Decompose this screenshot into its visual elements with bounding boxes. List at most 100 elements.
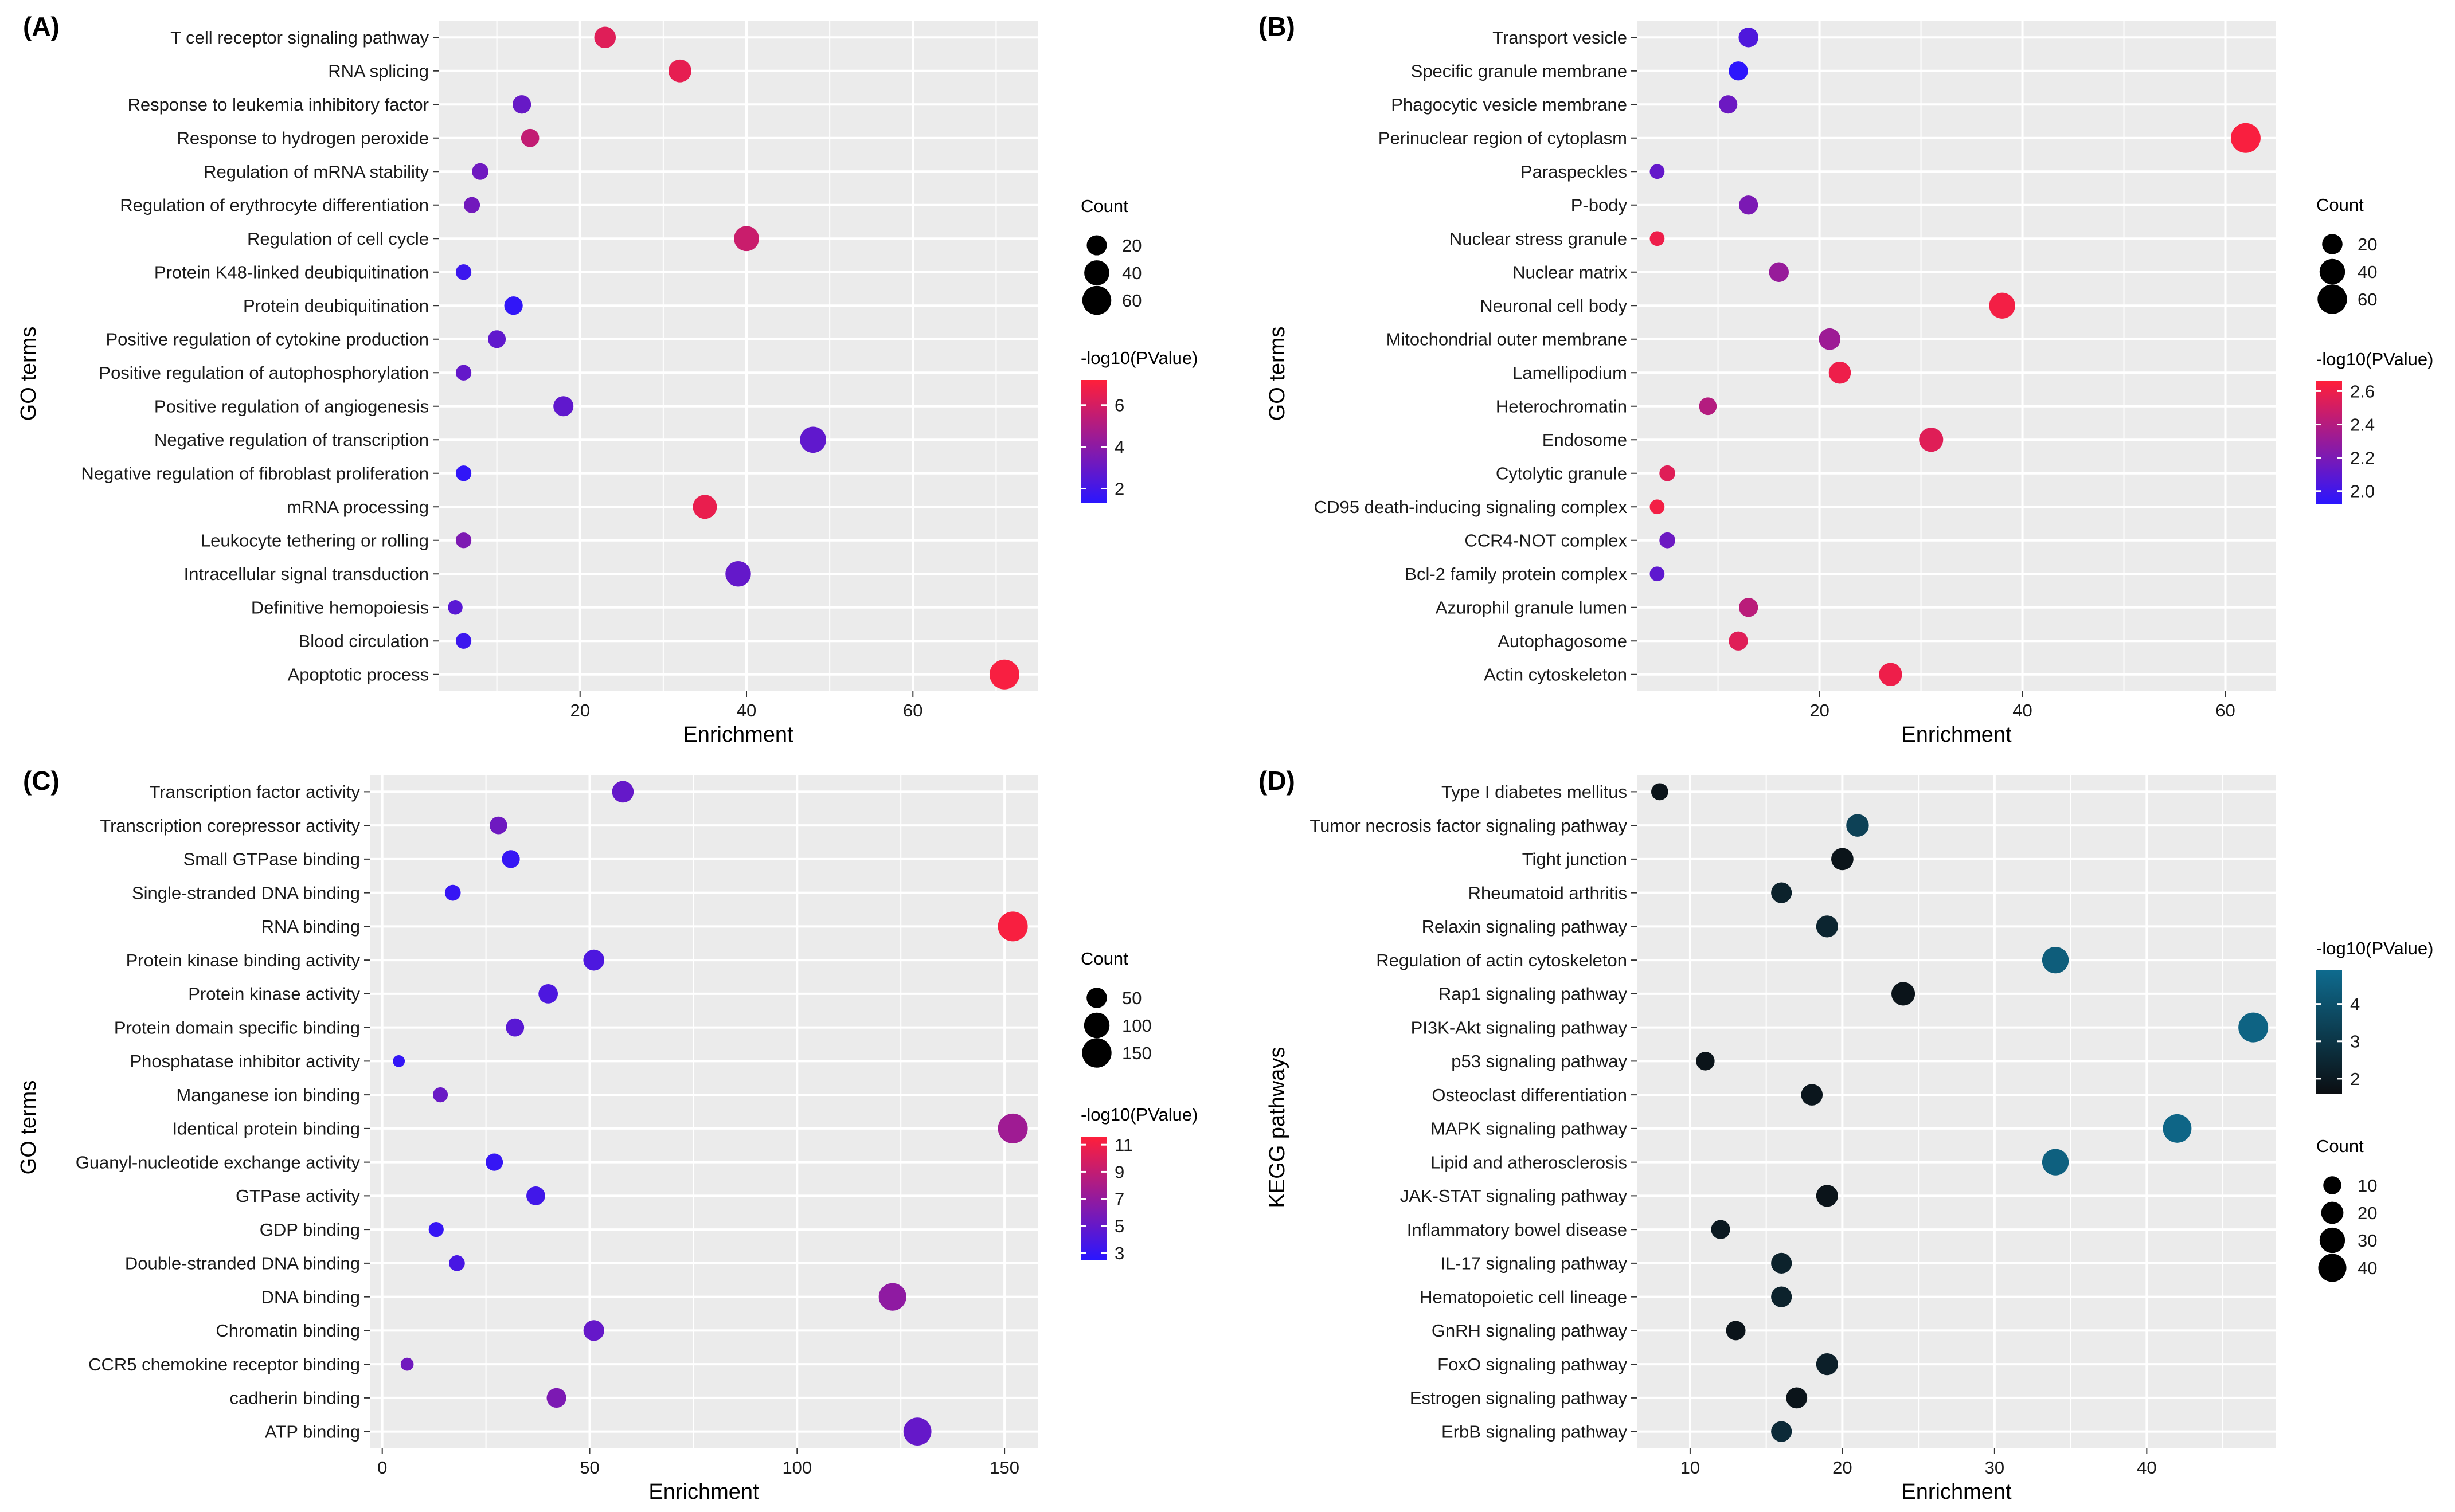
data-point (504, 296, 523, 315)
panel-tag: (B) (1258, 11, 1295, 41)
data-point (594, 26, 616, 49)
panel-2: (C) Transcription factor activity Transcri… (17, 766, 1198, 1504)
panel-0: (A) T cell receptor signaling pathway RNA … (17, 11, 1198, 747)
y-tick-label: Endosome (1542, 430, 1627, 450)
y-tick-label: Negative regulation of fibroblast prolif… (81, 464, 429, 484)
data-point (1846, 814, 1869, 837)
data-point (502, 850, 520, 868)
data-point (1801, 1084, 1823, 1106)
data-point (2042, 1149, 2069, 1176)
y-tick-label: GnRH signaling pathway (1432, 1321, 1628, 1341)
y-tick-label: Intracellular signal transduction (184, 564, 429, 584)
y-tick-label: Manganese ion binding (176, 1085, 360, 1105)
y-tick-label: p53 signaling pathway (1451, 1051, 1627, 1071)
panel-tag: (C) (23, 766, 60, 796)
y-tick-label: Protein kinase activity (188, 984, 360, 1004)
data-point (1771, 1286, 1792, 1307)
size-legend-dot (2318, 1254, 2347, 1282)
data-point (1816, 1353, 1838, 1376)
data-point (463, 197, 480, 213)
y-tick-label: Phagocytic vesicle membrane (1391, 95, 1627, 115)
size-legend-dot (1084, 1012, 1110, 1039)
y-tick-label: Osteoclast differentiation (1432, 1085, 1627, 1105)
data-point (1711, 1220, 1730, 1239)
y-tick-label: Bcl-2 family protein complex (1405, 564, 1627, 584)
y-tick-label: MAPK signaling pathway (1430, 1119, 1627, 1139)
data-point (444, 884, 461, 901)
y-tick-label: DNA binding (261, 1287, 360, 1307)
y-tick-label: Type I diabetes mellitus (1441, 782, 1627, 802)
data-point (1769, 262, 1789, 282)
panel-tag: (A) (23, 11, 60, 41)
data-point (488, 330, 506, 348)
data-point (800, 426, 826, 453)
color-legend-label: 11 (1115, 1135, 1133, 1155)
y-tick-label: Response to leukemia inhibitory factor (127, 95, 429, 115)
color-legend-label: 2.4 (2350, 414, 2375, 434)
y-tick-label: Cytolytic granule (1496, 464, 1627, 484)
data-point (1816, 1185, 1838, 1207)
data-point (998, 1113, 1028, 1143)
y-tick-label: Negative regulation of transcription (154, 430, 429, 450)
y-tick-label: ATP binding (265, 1421, 360, 1442)
y-tick-label: Tight junction (1522, 849, 1627, 869)
y-tick-label: Protein K48-linked deubiquitination (154, 263, 429, 283)
size-legend-label: 40 (1122, 263, 1142, 283)
data-point (455, 365, 472, 381)
data-point (1739, 195, 1758, 215)
size-legend-label: 50 (1122, 988, 1142, 1008)
y-tick-label: cadherin binding (229, 1388, 360, 1408)
data-point (455, 532, 472, 549)
y-tick-label: JAK-STAT signaling pathway (1400, 1186, 1628, 1206)
size-legend-title: Count (2316, 1136, 2364, 1156)
y-tick-label: Estrogen signaling pathway (1410, 1388, 1628, 1408)
y-tick-label: mRNA processing (287, 497, 429, 517)
color-legend-bar (2316, 381, 2342, 504)
data-point (455, 264, 472, 280)
panel-tag: (D) (1258, 766, 1295, 796)
y-tick-label: Positive regulation of angiogenesis (154, 397, 429, 417)
size-legend-label: 40 (2358, 262, 2377, 282)
data-point (448, 600, 463, 615)
x-tick-label: 150 (990, 1458, 1019, 1478)
y-tick-label: Heterochromatin (1496, 397, 1627, 417)
y-tick-label: Neuronal cell body (1480, 296, 1627, 316)
y-tick-label: Double-stranded DNA binding (125, 1254, 360, 1274)
y-tick-label: T cell receptor signaling pathway (170, 28, 429, 48)
y-tick-label: Inflammatory bowel disease (1407, 1220, 1627, 1240)
y-tick-label: Apoptotic process (288, 665, 429, 685)
data-point (1649, 499, 1665, 515)
color-legend-label: 9 (1115, 1162, 1124, 1182)
data-point (1989, 292, 2015, 319)
y-tick-label: Regulation of actin cytoskeleton (1376, 950, 1627, 970)
color-legend-label: 2.6 (2350, 381, 2375, 401)
color-legend-label: 7 (1115, 1189, 1124, 1209)
data-point (2042, 946, 2069, 974)
x-axis-title: Enrichment (683, 723, 793, 747)
color-legend-bar (2316, 970, 2342, 1094)
data-point (1696, 1052, 1715, 1071)
y-tick-label: Lamellipodium (1512, 363, 1627, 383)
y-tick-label: Actin cytoskeleton (1484, 665, 1627, 685)
y-tick-label: Protein kinase binding activity (126, 950, 361, 970)
x-tick-label: 0 (377, 1458, 387, 1478)
x-tick-label: 10 (1680, 1458, 1700, 1478)
data-point (449, 1255, 465, 1271)
y-axis-title: GO terms (17, 1080, 41, 1175)
x-tick-label: 40 (2012, 700, 2032, 720)
size-legend-dot (1086, 988, 1107, 1008)
y-tick-label: Regulation of erythrocyte differentiatio… (120, 195, 429, 216)
data-point (734, 226, 759, 252)
data-point (612, 781, 634, 803)
y-tick-label: Perinuclear region of cytoplasm (1378, 128, 1627, 148)
data-point (989, 659, 1019, 690)
data-point (428, 1222, 444, 1237)
y-tick-label: Protein deubiquitination (243, 296, 429, 316)
data-point (526, 1186, 545, 1205)
x-axis-title: Enrichment (648, 1480, 759, 1504)
x-tick-label: 30 (1985, 1458, 2004, 1478)
y-tick-label: Guanyl-nucleotide exchange activity (76, 1152, 361, 1172)
y-tick-label: IL-17 signaling pathway (1440, 1254, 1627, 1274)
data-point (455, 633, 472, 649)
data-point (432, 1087, 448, 1103)
